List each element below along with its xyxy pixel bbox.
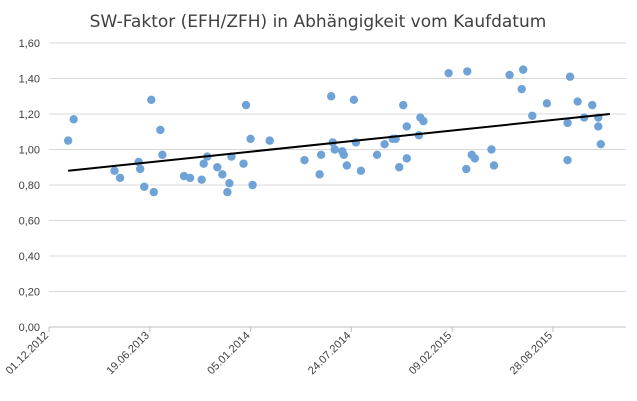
data-point — [489, 161, 499, 170]
data-points — [63, 65, 606, 197]
data-point — [315, 170, 324, 179]
data-point — [444, 68, 453, 78]
x-tick-label: 05.01.2014 — [205, 330, 252, 377]
data-point — [505, 70, 514, 80]
data-point — [156, 125, 165, 135]
data-point — [588, 100, 597, 110]
data-point — [147, 95, 156, 105]
y-tick-label: 1,40 — [19, 74, 40, 86]
x-tick-labels: 01.12.2012 19.06.2013 05.01.2014 24.07.2014… — [4, 330, 555, 377]
data-point — [316, 150, 326, 160]
data-point — [265, 136, 274, 145]
data-point — [115, 173, 125, 183]
data-point — [199, 159, 208, 168]
y-tick-label: 0,00 — [19, 322, 40, 334]
y-tick-labels: 0,00 0,20 0,40 0,60 0,80 1,00 1,20 1,40 1,60 — [19, 38, 40, 334]
data-point — [300, 155, 309, 165]
data-point — [218, 170, 227, 179]
data-point — [356, 166, 366, 175]
data-point — [248, 180, 257, 190]
y-tick-label: 1,60 — [19, 38, 40, 50]
data-point — [349, 95, 359, 105]
data-point — [241, 100, 251, 110]
data-point — [149, 187, 159, 197]
data-point — [136, 164, 145, 174]
data-point — [528, 111, 537, 120]
data-point — [246, 134, 255, 144]
data-point — [463, 67, 472, 76]
data-point — [380, 139, 389, 149]
data-point — [470, 154, 480, 163]
data-point — [399, 100, 408, 110]
y-tick-label: 0,40 — [19, 251, 40, 263]
axes — [48, 326, 626, 332]
y-tick-label: 1,20 — [19, 109, 40, 121]
y-tick-label: 0,20 — [19, 287, 40, 299]
data-point — [110, 166, 119, 175]
data-point — [573, 97, 582, 106]
data-point — [419, 116, 428, 126]
data-point — [140, 182, 149, 191]
y-tick-label: 1,00 — [19, 145, 40, 157]
data-point — [330, 145, 339, 154]
data-point — [563, 155, 572, 165]
data-point — [563, 118, 572, 128]
y-tick-label: 0,60 — [19, 216, 40, 228]
x-tick-label: 24.07.2014 — [306, 330, 353, 377]
data-point — [402, 122, 411, 131]
data-point — [542, 99, 552, 108]
data-point — [339, 150, 348, 160]
data-point — [213, 163, 222, 172]
data-point — [565, 72, 575, 81]
data-point — [158, 150, 167, 160]
data-point — [134, 157, 143, 167]
x-tick-label: 19.06.2013 — [104, 330, 151, 377]
data-point — [402, 154, 411, 163]
data-point — [239, 159, 248, 168]
data-point — [487, 145, 496, 154]
data-point — [69, 115, 78, 124]
data-point — [596, 139, 606, 149]
data-point — [395, 163, 404, 172]
data-point — [197, 175, 206, 184]
data-point — [185, 173, 195, 183]
gridlines — [49, 42, 626, 292]
trendline-layer — [68, 113, 610, 172]
data-point — [342, 161, 352, 170]
data-point — [517, 84, 526, 94]
y-tick-label: 0,80 — [19, 180, 40, 192]
x-tick-label: 01.12.2012 — [4, 330, 51, 377]
data-point — [372, 150, 382, 160]
data-point — [518, 65, 528, 74]
trendline — [68, 113, 610, 172]
chart-title: SW-Faktor (EFH/ZFH) in Abhängigkeit vom … — [90, 12, 547, 32]
data-point — [327, 92, 336, 101]
x-tick-label: 09.02.2015 — [407, 330, 454, 377]
x-tick-label: 28.08.2015 — [508, 330, 555, 377]
data-point — [223, 187, 232, 197]
data-point — [225, 179, 234, 188]
data-point — [462, 164, 471, 174]
data-point — [63, 136, 73, 145]
data-point — [594, 122, 603, 131]
